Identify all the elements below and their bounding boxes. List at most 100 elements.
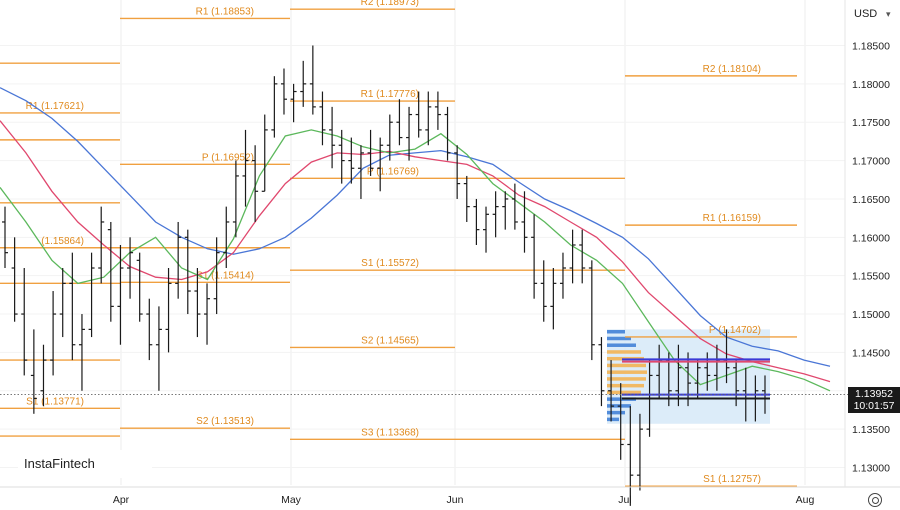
ohlc-bar [550,268,557,330]
ohlc-bar [213,237,220,315]
last-price: 1.13952 [855,388,893,400]
profile-bin [607,383,644,388]
ohlc-bar [98,206,105,284]
ohlc-bar [473,198,480,245]
pivot-label: S2 (1.14565) [361,335,419,346]
ohlc-bar [136,252,143,322]
ohlc-bar [194,268,201,338]
profile-bin [607,390,641,395]
ohlc-bar [69,252,76,361]
last-price-tag: 1.13952 10:01:57 [848,387,900,413]
ohlc-bar [40,344,47,407]
ohlc-bar [21,268,28,376]
ohlc-bar [357,145,364,199]
pivot-label: P (1.16952) [202,152,254,163]
pivot-label: R1 (1.16159) [703,213,761,224]
ohlc-bar [531,214,538,299]
ohlc-bar [367,129,374,176]
currency-selector[interactable]: USD ▾ [846,0,900,22]
ohlc-bar [117,244,124,345]
moving-average-line [0,129,831,392]
moving-averages [0,87,831,392]
ohlc-bar [232,160,239,238]
ohlc-bar [608,360,615,422]
y-tick-label: 1.16500 [852,194,890,206]
y-tick-label: 1.16000 [852,232,890,244]
ohlc-bar [617,383,624,460]
ohlc-bar [579,229,586,284]
ohlc-bar [271,76,278,138]
pivot-label: R2 (1.18973) [361,0,419,8]
chevron-down-icon: ▾ [886,9,891,19]
ohlc-bar [483,206,490,253]
ohlc-bar [348,137,355,184]
ohlc-bar [675,344,682,407]
ohlc-bar [338,129,345,184]
settings-icon[interactable] [868,493,882,507]
ohlc-bar [107,221,114,322]
pivot-label: S2 (1.13513) [196,416,254,427]
ohlc-bar [463,175,470,222]
ohlc-bar [2,206,8,269]
pivot-label: S1 (1.15414) [196,270,254,281]
ohlc-bar [492,191,499,238]
ohlc-bar [252,145,259,222]
ohlc-bar [694,360,701,399]
ohlc-bar [511,183,518,230]
ohlc-bar [386,114,393,161]
x-tick-label: Aug [796,494,815,506]
ohlc-bar [290,83,297,123]
ohlc-bar [204,283,211,345]
ohlc-bar [155,306,162,391]
profile-bin [607,363,646,368]
y-tick-label: 1.14500 [852,347,890,359]
ohlc-bar [502,191,509,230]
profile-bin [607,397,636,401]
ohlc-bar [627,406,634,506]
x-tick-label: Jul [618,494,631,506]
y-tick-label: 1.15000 [852,309,890,321]
profile-bin [607,417,619,422]
y-tick-label: 1.13500 [852,424,890,436]
profile-bin [607,336,631,341]
y-tick-label: 1.13000 [852,463,890,475]
moving-average-line [0,120,831,383]
ohlc-bar [425,91,432,146]
x-tick-label: Jun [447,494,464,506]
ohlc-bar [88,252,95,338]
pivot-label: S1 (1.12757) [703,474,761,485]
ohlc-bar [521,191,528,253]
ohlc-bar [184,229,191,315]
ohlc-bar [146,298,153,361]
moving-average-line [0,87,831,367]
pivot-label: R1 (1.17621) [26,101,84,112]
ohlc-bar [78,314,85,391]
volume-profile [622,358,770,400]
ohlc-bar [300,60,307,107]
ohlc-bar [406,106,413,161]
ohlc-bar [280,68,287,115]
ohlc-bar [175,221,182,299]
countdown: 10:01:57 [853,400,895,412]
x-tick-label: Apr [113,494,130,506]
y-tick-label: 1.17000 [852,156,890,168]
ohlc-bar [415,91,422,138]
y-tick-label: 1.15500 [852,271,890,283]
profile-bin [607,370,647,374]
pivot-label: R2 (1.18104) [703,64,761,75]
y-tick-label: 1.18000 [852,79,890,91]
currency-label: USD [854,8,878,20]
ohlc-bar [319,91,326,146]
ohlc-bar [636,413,643,491]
profile-bin [607,410,625,415]
pivot-label: S3 (1.13368) [361,427,419,438]
ohlc-bar [309,45,316,115]
ohlc-bar [377,137,384,192]
ohlc-bar [396,99,403,146]
ohlc-bar [434,91,441,130]
ohlc-bar [588,260,595,361]
ohlc-bar [598,337,605,407]
ohlc-bar [559,252,566,299]
ohlc-bar [11,237,18,322]
